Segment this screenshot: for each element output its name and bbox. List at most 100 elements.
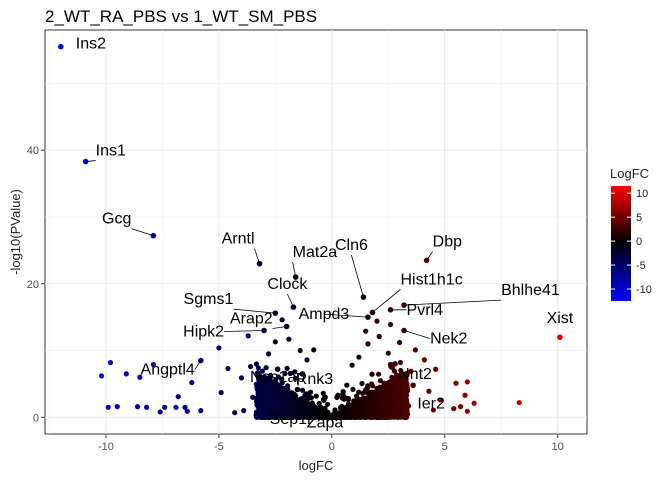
point [453, 380, 459, 386]
point [123, 371, 129, 377]
point [464, 408, 470, 414]
label-leader-line [233, 308, 276, 314]
point-labeled [261, 327, 267, 334]
point [247, 363, 254, 370]
label-leader-line [224, 330, 265, 332]
label-leader-line [292, 261, 297, 278]
x-tick-label: 5 [442, 441, 448, 453]
legend: LogFC 10 5 0 -5 -10 [610, 166, 652, 301]
points-layer [58, 43, 563, 416]
point [238, 375, 245, 381]
point [144, 404, 150, 410]
point-labeled [292, 274, 299, 280]
point-bulk [330, 413, 336, 420]
point-bulk [338, 410, 344, 416]
label-leader-line [372, 289, 401, 313]
label-leader-line [351, 254, 364, 298]
point-bulk [376, 407, 382, 413]
point [173, 404, 179, 410]
label-leader-line [403, 330, 431, 339]
point-bulk [253, 361, 259, 367]
point-labeled [272, 310, 279, 316]
point-bulk [286, 414, 292, 420]
point-bulk [392, 414, 398, 420]
plot-panel [44, 29, 588, 435]
gene-label: Ins2 [76, 36, 106, 53]
point-bulk [308, 395, 314, 401]
point [426, 388, 432, 394]
point-bulk [392, 386, 398, 392]
point-bulk [313, 393, 319, 399]
point-bulk [316, 412, 322, 418]
point [311, 347, 317, 353]
point-bulk [287, 370, 293, 376]
point-bulk [335, 392, 341, 398]
grid [45, 30, 587, 434]
point-bulk [291, 407, 297, 413]
point-labeled [274, 366, 281, 373]
point-bulk [262, 402, 268, 408]
point-bulk [295, 386, 301, 393]
point [421, 357, 427, 363]
x-tick-label: 0 [329, 441, 335, 453]
point-bulk [269, 396, 275, 403]
point-bulk [262, 375, 268, 381]
point-bulk [274, 412, 280, 419]
legend-colorbar [611, 186, 631, 301]
legend-tick-label: -5 [636, 260, 646, 272]
gene-label: Hipk2 [183, 323, 224, 340]
point-bulk [377, 378, 383, 384]
point [162, 404, 168, 410]
point [245, 333, 251, 339]
point-labeled [256, 260, 263, 267]
point-bulk [351, 399, 357, 405]
point-bulk [302, 413, 308, 419]
axis-ticks: -10 -5 0 5 10 0 20 40 [27, 145, 564, 453]
label-leader-line [323, 313, 368, 318]
point-bulk [374, 388, 381, 395]
point-bulk [262, 414, 268, 420]
point-labeled [392, 361, 398, 367]
point-bulk [369, 414, 375, 420]
point-bulk [269, 379, 276, 386]
point [376, 333, 382, 340]
gene-label: Xist [547, 310, 574, 327]
point-bulk [387, 381, 393, 387]
gene-label: Nos1ap [250, 369, 305, 386]
point [189, 379, 195, 386]
point-bulk [381, 400, 387, 407]
point-bulk [400, 390, 406, 397]
gene-labels: Ins2 Ins1 Gcg Arntl Mat2a Clock Sgms1 Arap2 Hipk… [76, 36, 574, 432]
point-bulk [401, 386, 407, 392]
gene-label: Dbp [433, 233, 462, 250]
point [272, 339, 278, 345]
point-bulk [312, 409, 318, 415]
point-bulk [344, 382, 350, 388]
point-bulk [281, 414, 287, 420]
point-bulk [339, 403, 345, 409]
gene-label: Sep1l [270, 411, 311, 428]
point-bulk [346, 408, 352, 414]
point-bulk [258, 405, 264, 411]
x-axis-title: logFC [299, 458, 334, 473]
point-bulk [402, 414, 408, 420]
point-bulk [393, 395, 399, 402]
gene-label: Nek2 [430, 330, 467, 347]
point-bulk [269, 409, 275, 415]
point-bulk [263, 365, 269, 371]
point-bulk [289, 393, 295, 399]
label-leader-line [404, 299, 502, 306]
legend-tick-label: 10 [636, 188, 648, 200]
point-bulk [350, 386, 356, 392]
point-bulk [257, 373, 263, 379]
point [184, 408, 190, 414]
point [157, 409, 163, 415]
point [107, 359, 114, 366]
point-bulk [258, 413, 264, 419]
point-bulk [384, 391, 391, 398]
point-bulk [299, 387, 306, 393]
point [405, 403, 412, 409]
point-bulk [267, 372, 274, 378]
point [218, 389, 224, 396]
point [286, 336, 292, 342]
